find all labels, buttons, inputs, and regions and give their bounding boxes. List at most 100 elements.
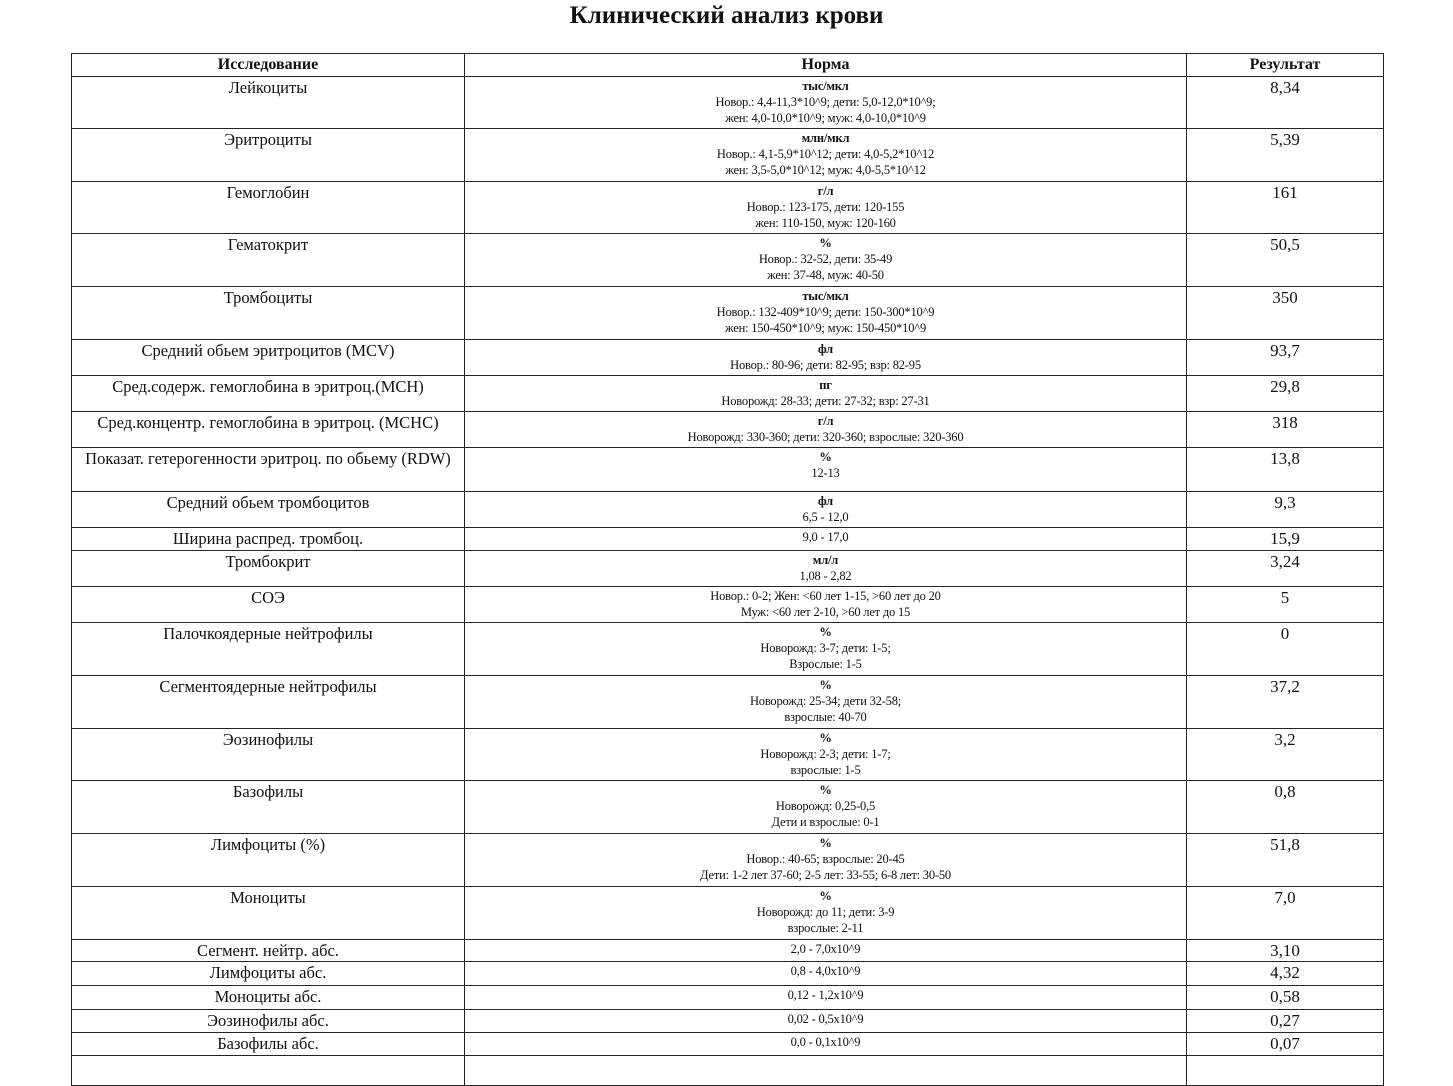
norm-line: взрослые: 2-11 bbox=[787, 921, 864, 935]
reference-norm: 0,8 - 4,0x10^9 bbox=[464, 961, 1187, 986]
test-name: Средний обьем эритроцитов (MCV) bbox=[71, 339, 465, 376]
test-name: Ширина распред. тромбоц. bbox=[71, 527, 465, 551]
unit: фл bbox=[818, 342, 833, 356]
test-result: 318 bbox=[1186, 411, 1384, 448]
test-result: 29,8 bbox=[1186, 375, 1384, 412]
table-row: Тромбокрит мл/л 1,08 - 2,82 3,24 bbox=[71, 550, 1384, 587]
table-row: СОЭ Новор.: 0-2; Жен: <60 лет 1-15, >60 л… bbox=[71, 586, 1384, 623]
header-norm: Норма bbox=[464, 53, 1187, 77]
table-row-cut-off bbox=[71, 1055, 1384, 1086]
unit: г/л bbox=[817, 184, 834, 198]
test-result: 3,2 bbox=[1186, 728, 1384, 781]
unit: % bbox=[819, 783, 832, 797]
norm-line: Новор.: 80-96; дети: 82-95; взр: 82-95 bbox=[730, 358, 921, 372]
norm-line: жен: 4,0-10,0*10^9; муж: 4,0-10,0*10^9 bbox=[725, 111, 926, 125]
reference-norm: % Новорожд: до 11; дети: 3-9 взрослые: 2-1… bbox=[464, 886, 1187, 940]
norm-line: Новор.: 123-175, дети: 120-155 bbox=[746, 200, 905, 214]
test-name: Эозинофилы bbox=[71, 728, 465, 781]
test-result: 0,58 bbox=[1186, 985, 1384, 1010]
norm-line: Новор.: 4,1-5,9*10^12; дети: 4,0-5,2*10^… bbox=[716, 147, 935, 161]
norm-line: взрослые: 1-5 bbox=[790, 763, 861, 777]
table-row: Базофилы абс. 0,0 - 0,1x10^9 0,07 bbox=[71, 1032, 1384, 1056]
norm-line: Муж: <60 лет 2-10, >60 лет до 15 bbox=[740, 605, 911, 619]
test-name: Гемоглобин bbox=[71, 181, 465, 234]
reference-norm: фл Новор.: 80-96; дети: 82-95; взр: 82-95 bbox=[464, 339, 1187, 376]
header-result: Результат bbox=[1186, 53, 1384, 77]
test-name: Моноциты абс. bbox=[71, 985, 465, 1010]
reference-norm: г/л Новорожд: 330-360; дети: 320-360; взр… bbox=[464, 411, 1187, 448]
test-name: Тромбокрит bbox=[71, 550, 465, 587]
norm-line: Новорожд: 25-34; дети 32-58; bbox=[749, 694, 902, 708]
norm-line: Взрослые: 1-5 bbox=[789, 657, 862, 671]
test-result: 161 bbox=[1186, 181, 1384, 234]
test-result: 51,8 bbox=[1186, 833, 1384, 887]
reference-norm: % Новорожд: 3-7; дети: 1-5; Взрослые: 1-5 bbox=[464, 622, 1187, 676]
unit: млн/мкл bbox=[801, 131, 850, 145]
norm-line: жен: 37-48, муж: 40-50 bbox=[767, 268, 884, 282]
reference-norm: Новор.: 0-2; Жен: <60 лет 1-15, >60 лет … bbox=[464, 586, 1187, 623]
reference-norm: тыс/мкл Новор.: 4,4-11,3*10^9; дети: 5,0-… bbox=[464, 76, 1187, 129]
table-row: Сегмент. нейтр. абс. 2,0 - 7,0x10^9 3,10 bbox=[71, 939, 1384, 962]
unit: мл/л bbox=[812, 553, 839, 567]
test-name: Базофилы абс. bbox=[71, 1032, 465, 1056]
test-name: Лимфоциты абс. bbox=[71, 961, 465, 986]
norm-line: Новорожд: 2-3; дети: 1-7; bbox=[760, 747, 891, 761]
norm-line: жен: 3,5-5,0*10^12; муж: 4,0-5,5*10^12 bbox=[725, 163, 926, 177]
table-row: Моноциты абс. 0,12 - 1,2x10^9 0,58 bbox=[71, 985, 1384, 1010]
test-result: 5 bbox=[1186, 586, 1384, 623]
norm-line: Новор.: 4,4-11,3*10^9; дети: 5,0-12,0*10… bbox=[715, 95, 936, 109]
unit: тыс/мкл bbox=[802, 289, 849, 303]
table-row: Эозинофилы абс. 0,02 - 0,5x10^9 0,27 bbox=[71, 1009, 1384, 1033]
reference-norm: г/л Новор.: 123-175, дети: 120-155 жен: 11… bbox=[464, 181, 1187, 234]
norm-line: Новор.: 40-65; взрослые: 20-45 bbox=[746, 852, 905, 866]
test-result: 0 bbox=[1186, 622, 1384, 676]
test-name: Моноциты bbox=[71, 886, 465, 940]
norm-line: Новорожд: 330-360; дети: 320-360; взросл… bbox=[687, 430, 964, 444]
table-row: Тромбоциты тыс/мкл Новор.: 132-409*10^9; д… bbox=[71, 286, 1384, 340]
test-result: 37,2 bbox=[1186, 675, 1384, 729]
unit: фл bbox=[818, 494, 833, 508]
test-name: Сред.содерж. гемоглобина в эритроц.(MCH) bbox=[71, 375, 465, 412]
test-name: Лейкоциты bbox=[71, 76, 465, 129]
reference-norm: % 12-13 bbox=[464, 447, 1187, 492]
norm-line: 0,12 - 1,2x10^9 bbox=[787, 988, 864, 1002]
reference-norm: 0,0 - 0,1x10^9 bbox=[464, 1032, 1187, 1056]
norm-line: Новорожд: 28-33; дети: 27-32; взр: 27-31 bbox=[721, 394, 930, 408]
test-name: Палочкоядерные нейтрофилы bbox=[71, 622, 465, 676]
table-row: Сегментоядерные нейтрофилы% Новорожд: 25-… bbox=[71, 675, 1384, 729]
norm-line: Новор.: 32-52, дети: 35-49 bbox=[758, 252, 893, 266]
table-row: Эозинофилы% Новорожд: 2-3; дети: 1-7; взро… bbox=[71, 728, 1384, 781]
empty-cell bbox=[464, 1055, 1187, 1086]
test-name: Сегментоядерные нейтрофилы bbox=[71, 675, 465, 729]
norm-line: Новорожд: 0,25-0,5 bbox=[775, 799, 876, 813]
table-row: Моноциты% Новорожд: до 11; дети: 3-9 взрос… bbox=[71, 886, 1384, 940]
norm-line: 0,8 - 4,0x10^9 bbox=[790, 964, 861, 978]
table-header-row: Исследование Норма Результат bbox=[71, 53, 1384, 77]
empty-cell bbox=[71, 1055, 465, 1086]
table-row: Показат. гетерогенности эритроц. по обье… bbox=[71, 447, 1384, 492]
norm-line: взрослые: 40-70 bbox=[784, 710, 867, 724]
table-row: Лимфоциты абс. 0,8 - 4,0x10^9 4,32 bbox=[71, 961, 1384, 986]
norm-line: Новор.: 132-409*10^9; дети: 150-300*10^9 bbox=[716, 305, 935, 319]
norm-line: Дети: 1-2 лет 37-60; 2-5 лет: 33-55; 6-8… bbox=[700, 868, 951, 882]
unit: % bbox=[819, 836, 832, 850]
test-result: 350 bbox=[1186, 286, 1384, 340]
test-result: 8,34 bbox=[1186, 76, 1384, 129]
test-name: Гематокрит bbox=[71, 233, 465, 287]
test-result: 0,8 bbox=[1186, 780, 1384, 834]
page-title: Клинический анализ крови bbox=[569, 2, 884, 29]
unit: % bbox=[819, 678, 832, 692]
norm-line: 9,0 - 17,0 bbox=[802, 530, 849, 544]
test-name: Тромбоциты bbox=[71, 286, 465, 340]
norm-line: 2,0 - 7,0x10^9 bbox=[790, 942, 861, 956]
table-row: Базофилы% Новорожд: 0,25-0,5 Дети и взросл… bbox=[71, 780, 1384, 834]
reference-norm: 0,12 - 1,2x10^9 bbox=[464, 985, 1187, 1010]
table-row: Лейкоциты тыс/мкл Новор.: 4,4-11,3*10^9; д… bbox=[71, 76, 1384, 129]
test-name: Сред.концентр. гемоглобина в эритроц. (M… bbox=[71, 411, 465, 448]
test-name: Средний обьем тромбоцитов bbox=[71, 491, 465, 528]
reference-norm: млн/мкл Новор.: 4,1-5,9*10^12; дети: 4,0-… bbox=[464, 128, 1187, 182]
test-result: 3,10 bbox=[1186, 939, 1384, 962]
test-name: СОЭ bbox=[71, 586, 465, 623]
test-name: Эритроциты bbox=[71, 128, 465, 182]
unit: % bbox=[819, 450, 832, 464]
